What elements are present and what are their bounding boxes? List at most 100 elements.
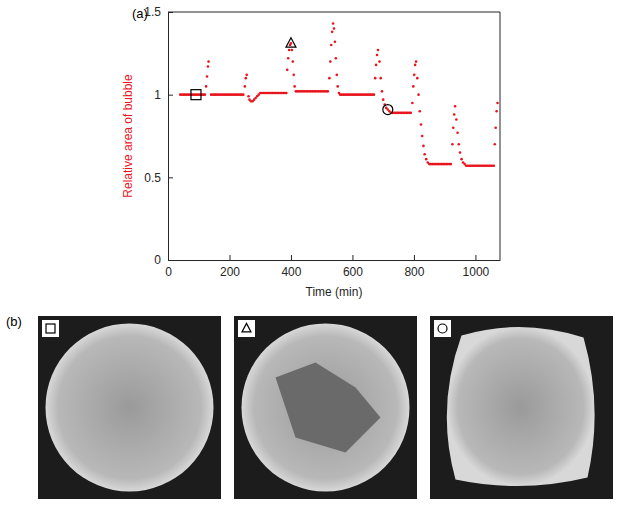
data-point	[452, 126, 455, 129]
y-tick: 0	[154, 253, 173, 267]
panel-label: (a)	[132, 6, 148, 21]
data-point	[291, 49, 294, 52]
y-tick-label: 0.5	[144, 171, 161, 185]
bubble-patch	[276, 363, 381, 453]
data-point	[334, 40, 337, 43]
data-point	[451, 143, 454, 146]
figure: 0200400600800100000.511.5Time (min)Relat…	[0, 0, 625, 509]
data-point	[244, 77, 247, 80]
data-point	[460, 158, 463, 161]
y-tick: 1	[154, 88, 173, 102]
data-point	[286, 69, 289, 72]
data-point	[331, 31, 334, 34]
data-point	[459, 151, 462, 154]
data-point	[335, 74, 338, 77]
frame-top	[168, 12, 500, 13]
x-tick: 400	[281, 255, 301, 279]
x-axis: 0 200 400 600 800 1000	[165, 255, 500, 279]
data-point	[493, 143, 496, 146]
data-point	[410, 112, 413, 115]
data-point	[493, 164, 496, 167]
icon-marker	[242, 323, 251, 332]
data-point	[204, 93, 207, 96]
data-point	[247, 95, 250, 98]
y-tick-mark	[168, 12, 173, 13]
icon-box	[434, 320, 451, 337]
data-point	[455, 118, 458, 121]
data-point	[328, 77, 331, 80]
x-tick-label: 0	[165, 265, 172, 279]
y-axis-title: Relative area of bubble	[121, 74, 135, 198]
y-tick-label: 1	[154, 88, 161, 102]
data-point	[335, 57, 338, 60]
data-point	[412, 85, 415, 88]
data-point	[207, 60, 210, 63]
data-point	[414, 64, 417, 67]
x-tick-mark	[229, 255, 230, 260]
micrograph	[38, 316, 221, 499]
y-axis-line	[168, 13, 169, 261]
data-point	[205, 85, 208, 88]
data-point	[336, 85, 339, 88]
panel-label: (b)	[6, 314, 22, 329]
x-tick-label: 200	[220, 265, 240, 279]
data-point	[413, 74, 416, 77]
x-tick: 600	[343, 255, 363, 279]
micrograph	[430, 316, 613, 499]
y-tick-mark	[168, 260, 173, 261]
y-tick-label: 0	[154, 253, 161, 267]
data-point	[285, 92, 288, 95]
data-point	[288, 49, 291, 52]
data-point	[377, 49, 380, 52]
data-point	[415, 60, 418, 63]
icon-marker	[438, 324, 447, 333]
data-point	[290, 42, 293, 45]
annotation-marker	[286, 38, 296, 48]
data-point	[245, 74, 248, 77]
data-point	[376, 54, 379, 57]
data-point	[382, 98, 385, 101]
data-point	[421, 135, 424, 138]
plot-area	[179, 22, 499, 167]
data-point	[327, 90, 330, 93]
frame-right	[500, 12, 501, 260]
icon-box	[238, 320, 255, 337]
y-tick: 0.5	[144, 171, 173, 185]
data-point	[422, 145, 425, 148]
data-point	[207, 65, 210, 68]
data-point	[292, 74, 295, 77]
data-point	[450, 163, 453, 166]
x-tick-mark	[291, 255, 292, 260]
data-point	[494, 126, 497, 129]
data-point	[373, 93, 376, 96]
data-point	[330, 44, 333, 47]
data-point	[411, 102, 414, 105]
data-point	[287, 57, 290, 60]
x-tick-label: 1000	[463, 265, 490, 279]
x-tick-label: 400	[281, 265, 301, 279]
data-point	[420, 123, 423, 126]
x-tick-mark	[475, 255, 476, 260]
image-background	[38, 316, 221, 499]
data-point	[242, 93, 245, 96]
data-point	[425, 158, 428, 161]
data-point	[293, 85, 296, 88]
data-point	[381, 90, 384, 93]
data-point	[458, 143, 461, 146]
data-point	[379, 77, 382, 80]
data-point	[378, 60, 381, 63]
data-point	[423, 153, 426, 156]
data-point	[416, 77, 419, 80]
data-point	[375, 64, 378, 67]
data-point	[453, 113, 456, 116]
data-point	[292, 60, 295, 63]
bubble	[46, 324, 214, 492]
x-tick: 200	[220, 255, 240, 279]
bubble	[242, 324, 410, 492]
data-point	[332, 22, 335, 25]
data-point	[418, 110, 421, 113]
x-tick-label: 600	[343, 265, 363, 279]
x-axis-title: Time (min)	[306, 285, 363, 299]
x-tick-label: 800	[404, 265, 424, 279]
data-point	[417, 93, 420, 96]
